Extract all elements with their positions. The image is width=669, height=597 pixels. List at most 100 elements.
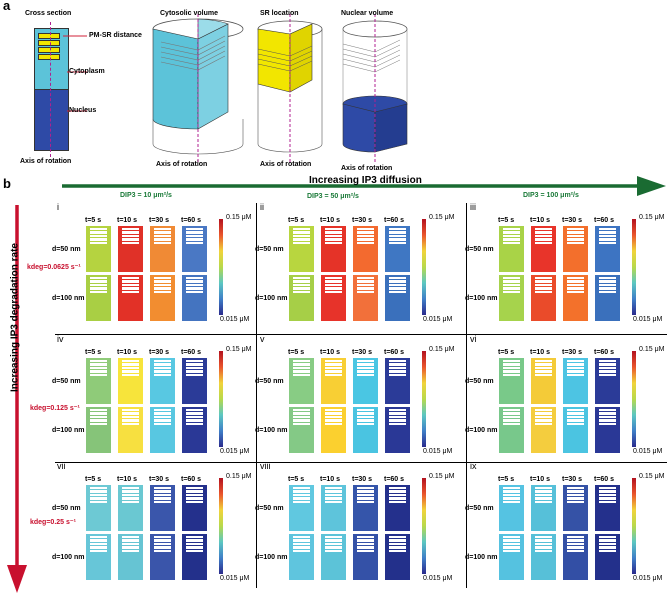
title-cross-section: Cross section xyxy=(25,10,72,17)
divider-h-1 xyxy=(55,334,667,335)
cell-snapshot xyxy=(499,485,524,531)
panel-roman-numeral: v xyxy=(260,334,265,344)
sr-layers xyxy=(599,536,616,553)
sr-layers xyxy=(357,487,374,504)
sr-layers xyxy=(154,409,171,426)
time-label: t=5 s xyxy=(85,476,102,483)
panel-a-letter: a xyxy=(3,0,11,13)
cell-snapshot xyxy=(353,485,378,531)
title-nuclear: Nuclear volume xyxy=(341,10,394,17)
degradation-arrow xyxy=(7,205,27,593)
sr-layers xyxy=(293,536,310,553)
panel-roman-numeral: iv xyxy=(57,334,64,344)
colorbar xyxy=(422,219,426,315)
time-label: t=10 s xyxy=(117,349,138,356)
sr-layers xyxy=(567,536,584,553)
sr-layers xyxy=(599,409,616,426)
panel-roman-numeral: vii xyxy=(57,461,66,471)
sr-layers xyxy=(567,487,584,504)
time-label: t=10 s xyxy=(320,349,341,356)
sr-layers xyxy=(599,487,616,504)
title-sr-location: SR location xyxy=(260,10,299,17)
distance-label: d=50 nm xyxy=(465,246,494,253)
panel-roman-numeral: ii xyxy=(260,202,264,212)
cell-snapshot xyxy=(289,275,314,321)
sr-layers xyxy=(122,487,139,504)
sr-layers xyxy=(535,277,552,294)
time-label: t=60 s xyxy=(384,476,405,483)
sr-layers xyxy=(599,277,616,294)
sr-layers xyxy=(325,536,342,553)
cell-snapshot xyxy=(499,407,524,453)
sr-layers xyxy=(503,360,520,377)
distance-label: d=100 nm xyxy=(465,554,498,561)
distance-label: d=100 nm xyxy=(52,295,85,302)
sr-layers xyxy=(357,360,374,377)
cross-section-arrows xyxy=(63,35,87,112)
cell-snapshot xyxy=(353,358,378,404)
cell-snapshot xyxy=(182,534,207,580)
cell-snapshot xyxy=(118,358,143,404)
cell-snapshot xyxy=(563,226,588,272)
colorbar xyxy=(219,219,223,315)
cell-snapshot xyxy=(118,226,143,272)
sr-layers xyxy=(503,228,520,245)
cell-snapshot xyxy=(385,407,410,453)
time-label: t=60 s xyxy=(594,476,615,483)
time-label: t=60 s xyxy=(594,349,615,356)
cell-snapshot xyxy=(353,275,378,321)
panel-roman-numeral: iii xyxy=(470,202,476,212)
time-label: t=5 s xyxy=(498,349,515,356)
divider-h-2 xyxy=(55,462,667,463)
time-label: t=10 s xyxy=(320,217,341,224)
label-axis-1: Axis of rotation xyxy=(20,158,72,165)
label-nucleus: Nucleus xyxy=(69,107,97,114)
sr-layers xyxy=(535,536,552,553)
time-label: t=60 s xyxy=(181,476,202,483)
cell-snapshot xyxy=(321,226,346,272)
sr-layers xyxy=(293,360,310,377)
sr-layers xyxy=(503,536,520,553)
colorbar-min: 0.015 μM xyxy=(423,575,453,582)
cell-snapshot xyxy=(385,275,410,321)
cell-snapshot xyxy=(595,534,620,580)
cylinder-cytosolic xyxy=(152,14,244,164)
time-label: t=5 s xyxy=(498,476,515,483)
diffusion-arrow xyxy=(62,176,666,196)
sr-layers xyxy=(293,409,310,426)
label-axis-3: Axis of rotation xyxy=(260,161,312,168)
cell-snapshot xyxy=(531,534,556,580)
cell-snapshot xyxy=(595,358,620,404)
colorbar-min: 0.015 μM xyxy=(633,448,663,455)
cell-snapshot xyxy=(86,534,111,580)
cell-snapshot xyxy=(321,534,346,580)
time-label: t=30 s xyxy=(352,349,373,356)
sr-layers xyxy=(154,277,171,294)
cell-snapshot xyxy=(150,485,175,531)
distance-label: d=50 nm xyxy=(255,378,284,385)
degradation-arrow-label: Increasing IP3 degradation rate xyxy=(9,243,21,392)
cell-snapshot xyxy=(289,358,314,404)
sr-layers xyxy=(90,487,107,504)
distance-label: d=50 nm xyxy=(255,246,284,253)
cell-snapshot xyxy=(499,358,524,404)
time-label: t=60 s xyxy=(181,217,202,224)
cell-snapshot xyxy=(595,485,620,531)
sr-layers xyxy=(186,277,203,294)
sr-layers xyxy=(186,536,203,553)
colorbar-max: 0.15 μM xyxy=(226,214,252,221)
time-label: t=5 s xyxy=(498,217,515,224)
time-label: t=30 s xyxy=(149,349,170,356)
sr-layers xyxy=(357,409,374,426)
sr-layers xyxy=(599,228,616,245)
cell-snapshot xyxy=(531,358,556,404)
cell-snapshot xyxy=(531,407,556,453)
cell-snapshot xyxy=(385,485,410,531)
cell-snapshot xyxy=(150,407,175,453)
time-label: t=10 s xyxy=(530,349,551,356)
cell-snapshot xyxy=(563,275,588,321)
time-label: t=60 s xyxy=(384,217,405,224)
cell-snapshot xyxy=(353,534,378,580)
sr-layers xyxy=(389,277,406,294)
sr-layers xyxy=(122,536,139,553)
